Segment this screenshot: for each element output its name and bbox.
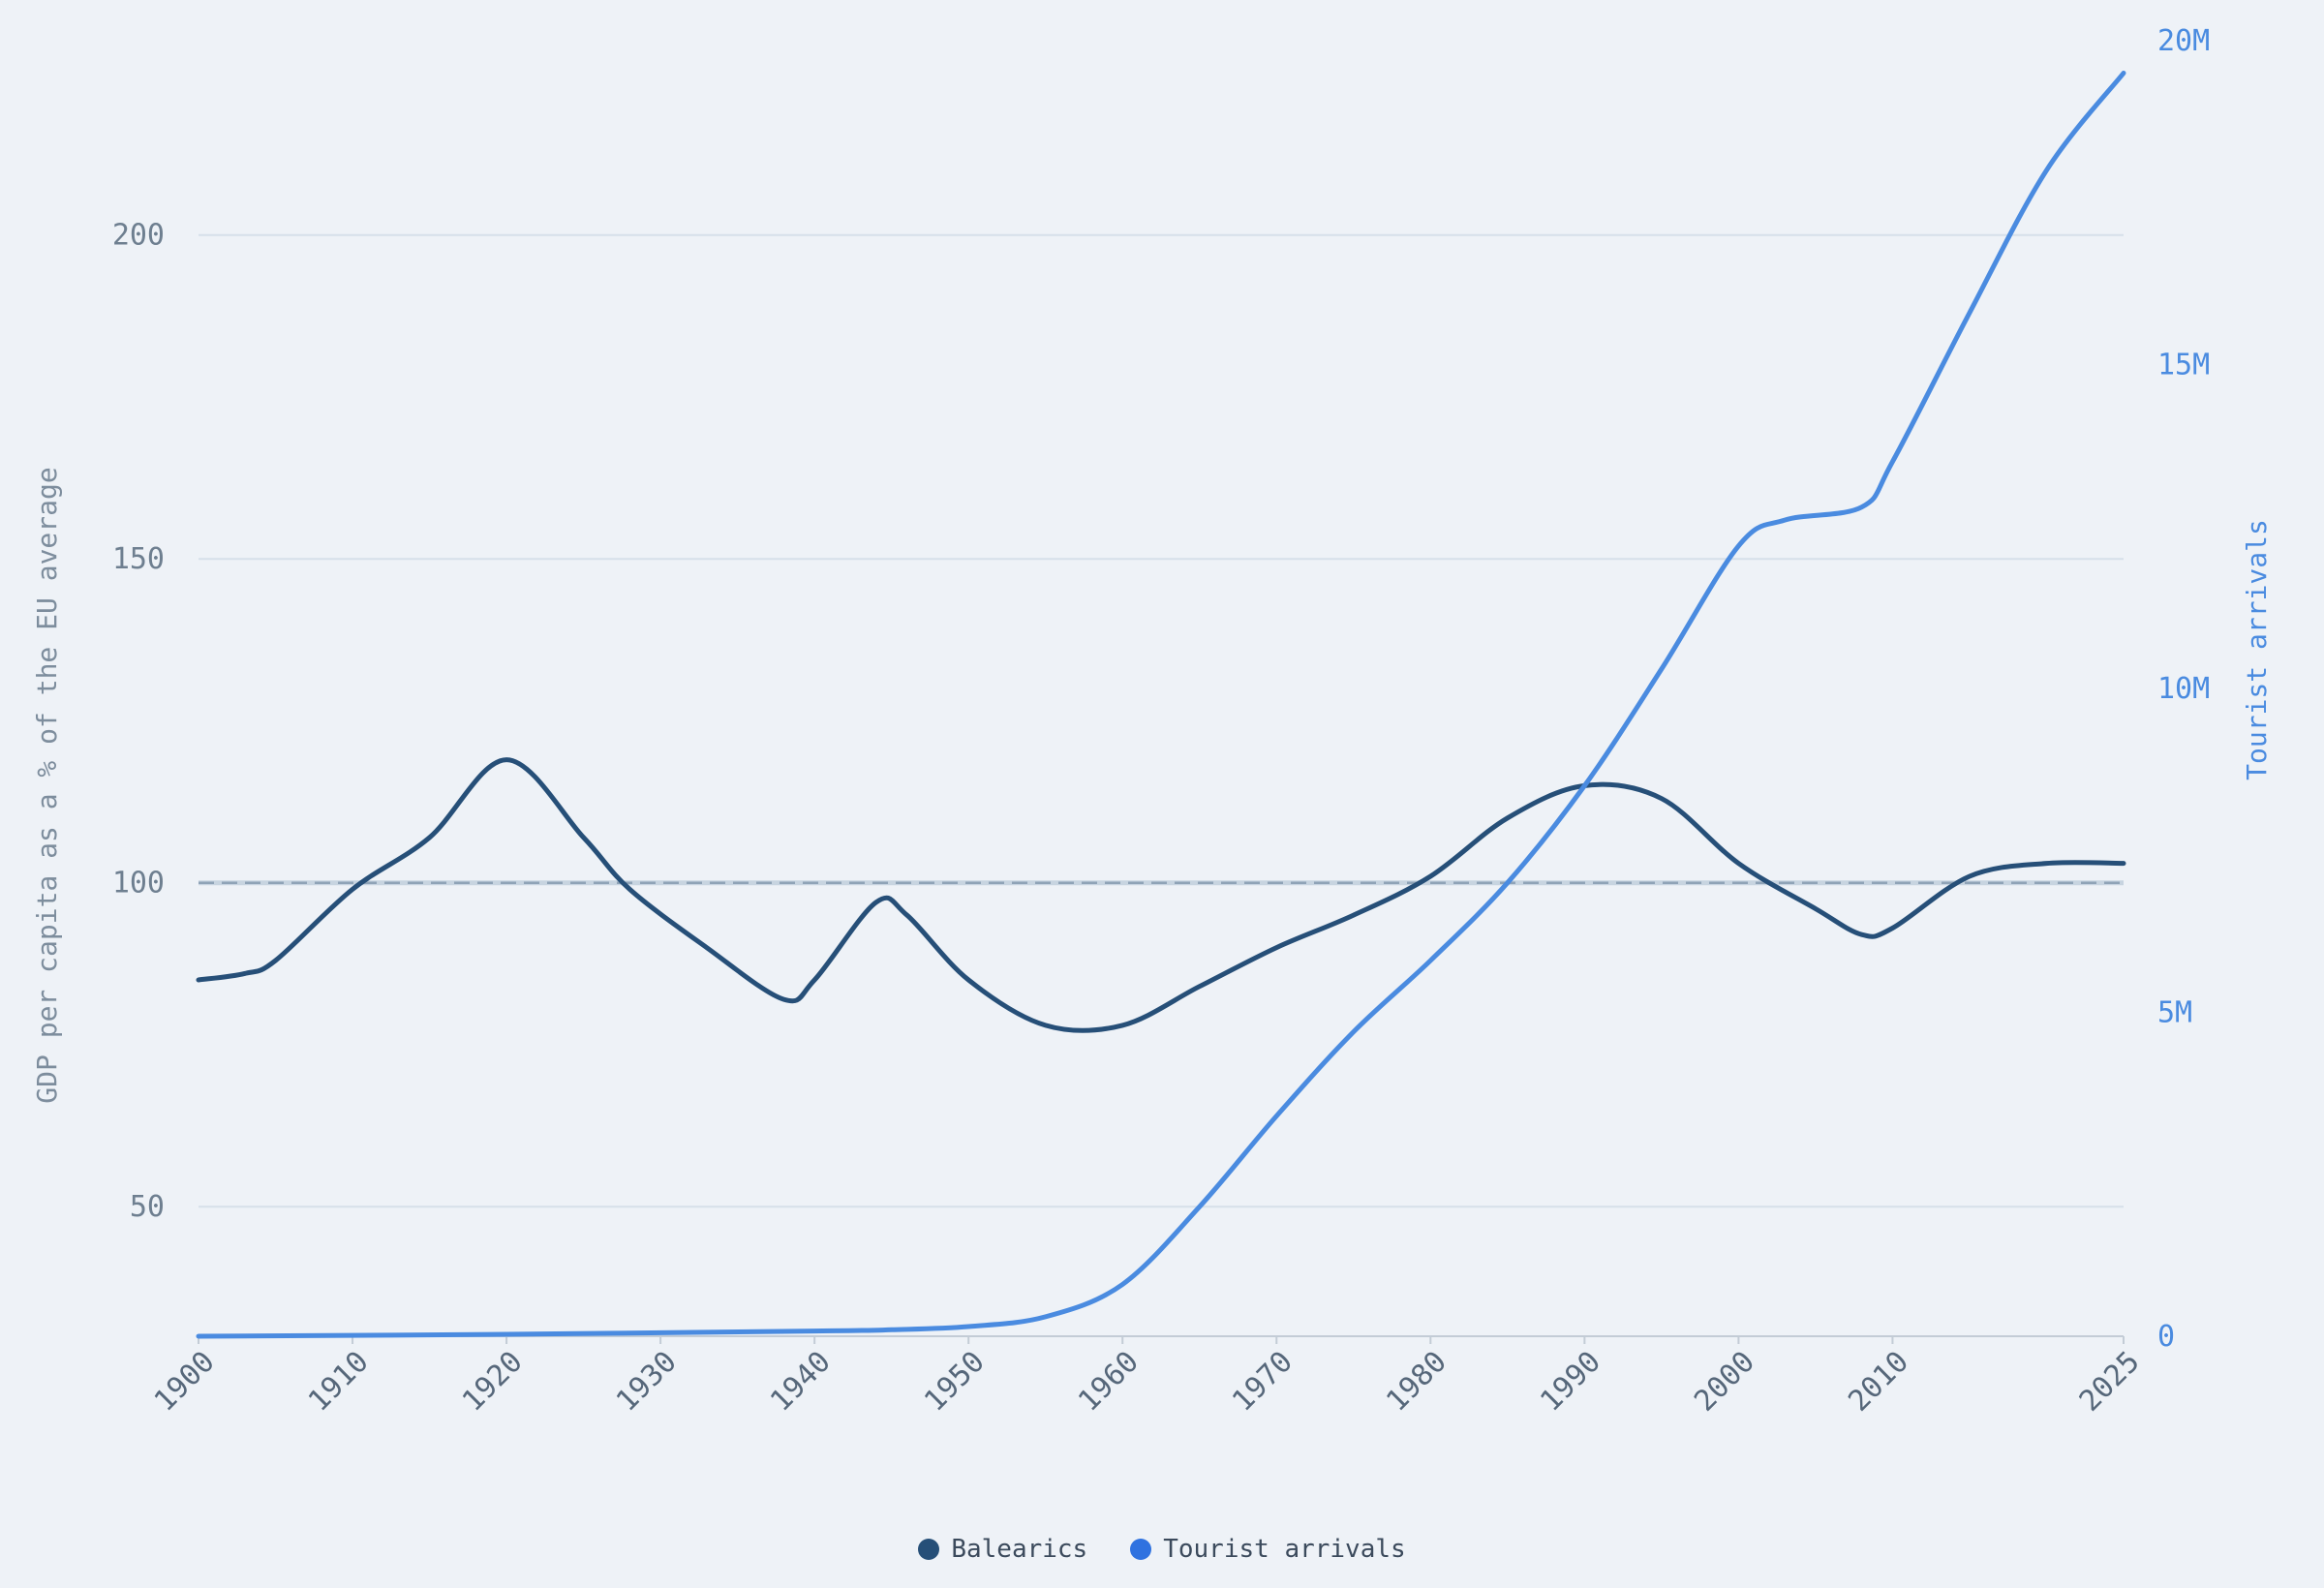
y-left-axis-title: GDP per capita as a % of the EU average bbox=[31, 467, 63, 1103]
y-left-tick-label: 150 bbox=[112, 542, 165, 576]
legend-label: Balearics bbox=[951, 1535, 1088, 1564]
x-tick-label: 1940 bbox=[764, 1345, 838, 1419]
series-lines bbox=[196, 71, 2126, 1339]
x-tick-label: 1960 bbox=[1072, 1345, 1146, 1419]
y-right-axis-title: Tourist arrivals bbox=[2241, 519, 2273, 780]
legend: Balearics Tourist arrivals bbox=[0, 1535, 2324, 1564]
y-right-tick-label: 5M bbox=[2157, 996, 2192, 1030]
x-tick-label: 2000 bbox=[1688, 1345, 1761, 1419]
x-tick-label: 1950 bbox=[918, 1345, 992, 1419]
x-tick-label: 1930 bbox=[610, 1345, 684, 1419]
legend-item-tourist-arrivals[interactable]: Tourist arrivals bbox=[1130, 1535, 1406, 1564]
x-tick-label: 1970 bbox=[1226, 1345, 1300, 1419]
y-left-tick-label: 50 bbox=[130, 1190, 165, 1224]
y-right-tick-label: 10M bbox=[2157, 672, 2210, 706]
x-tick-label: 1920 bbox=[456, 1345, 530, 1419]
legend-label: Tourist arrivals bbox=[1163, 1535, 1406, 1564]
x-tick-label: 1990 bbox=[1534, 1345, 1607, 1419]
y-right-tick-label: 0 bbox=[2157, 1320, 2175, 1354]
legend-item-balearics[interactable]: Balearics bbox=[918, 1535, 1087, 1564]
y-right-tick-label: 20M bbox=[2157, 24, 2210, 58]
y-left-tick-label: 200 bbox=[112, 219, 165, 253]
series-line-tourist-arrivals bbox=[196, 71, 2126, 1339]
x-tick-label: 1910 bbox=[302, 1345, 376, 1419]
y-left-tick-label: 100 bbox=[112, 867, 165, 901]
gridlines bbox=[199, 233, 2124, 1208]
x-tick-label: 2025 bbox=[2073, 1345, 2147, 1419]
y-right-tick-label: 15M bbox=[2157, 349, 2210, 382]
x-tick-label: 2010 bbox=[1842, 1345, 1915, 1419]
series-line-balearics bbox=[196, 757, 2126, 1033]
x-tick-label: 1980 bbox=[1380, 1345, 1453, 1419]
legend-dot-icon bbox=[918, 1539, 940, 1560]
x-tick-label: 1900 bbox=[148, 1345, 222, 1419]
legend-dot-icon bbox=[1130, 1539, 1152, 1560]
